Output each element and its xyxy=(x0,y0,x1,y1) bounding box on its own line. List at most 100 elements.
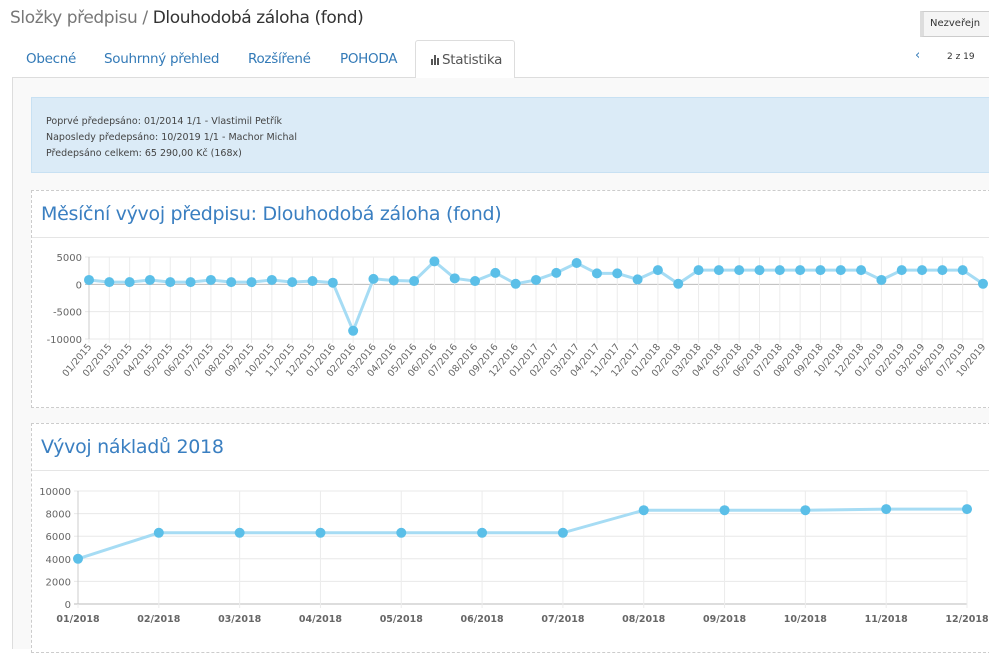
y-tick-label: -5000 xyxy=(53,308,82,319)
publish-toggle[interactable]: Nezveřejn xyxy=(920,11,989,37)
bar-chart-icon xyxy=(430,54,442,65)
tab-statistics[interactable]: Statistika xyxy=(415,40,516,79)
info-box: Poprvé předepsáno: 01/2014 1/1 - Vlastim… xyxy=(31,97,989,173)
data-point xyxy=(652,265,663,276)
series-line xyxy=(77,507,967,561)
data-point xyxy=(315,527,326,538)
data-point xyxy=(591,268,602,279)
data-point xyxy=(449,273,460,284)
costs-chart: 10000 8000 6000 4000 2000 0 01/2018 02/2018 03/2… xyxy=(39,487,989,625)
y-tick-label: 8000 xyxy=(46,510,71,521)
data-point xyxy=(612,268,623,279)
data-point xyxy=(962,504,972,515)
x-tick-label: 07/2018 xyxy=(541,614,585,625)
title-text: Dlouhodobá záloha (fond) xyxy=(152,8,364,28)
tab-extended[interactable]: Rozšířené xyxy=(248,51,311,67)
x-tick-label: 03/2018 xyxy=(218,614,262,625)
breadcrumb-link[interactable]: Složky předpisu / xyxy=(10,8,148,28)
data-point xyxy=(571,258,582,269)
x-tick-label: 02/2018 xyxy=(137,614,181,625)
tab-bar: Obecné Souhrnný přehled Rozšířené POHODA… xyxy=(12,40,989,79)
data-point xyxy=(246,277,257,288)
data-point xyxy=(713,265,724,276)
data-point xyxy=(153,527,164,538)
data-point xyxy=(557,527,568,538)
data-point xyxy=(287,277,298,288)
data-point xyxy=(388,275,399,286)
x-tick-label: 10/2018 xyxy=(784,614,828,625)
x-tick-label: 11/2018 xyxy=(865,614,909,625)
y-tick-label: 2000 xyxy=(46,577,71,588)
y-tick-label: 0 xyxy=(76,280,82,291)
data-point xyxy=(104,277,115,288)
data-point xyxy=(673,278,684,289)
data-point xyxy=(477,527,488,538)
data-point xyxy=(84,274,94,285)
data-point xyxy=(978,278,988,289)
data-point xyxy=(490,267,501,278)
data-point xyxy=(510,278,521,289)
costs-chart-panel: Vývoj nákladů 2018 10000 8000 6000 4000 2000… xyxy=(31,423,989,653)
data-point xyxy=(693,265,704,276)
y-tick-label: 6000 xyxy=(46,532,71,543)
data-point xyxy=(815,265,826,276)
data-point xyxy=(719,505,730,516)
y-tick-label: 5000 xyxy=(57,253,82,264)
x-tick-label: 01/2018 xyxy=(56,614,100,625)
x-tick-label: 09/2018 xyxy=(703,614,747,625)
data-point xyxy=(327,277,338,288)
data-point xyxy=(368,273,379,284)
data-point xyxy=(226,277,237,288)
data-point xyxy=(937,265,948,276)
data-point xyxy=(876,274,887,285)
last-prescribed: Naposledy předepsáno: 10/2019 1/1 - Mach… xyxy=(46,132,297,143)
x-tick-label: 08/2018 xyxy=(622,614,666,625)
data-point xyxy=(632,274,643,285)
data-point xyxy=(165,277,176,288)
data-point xyxy=(531,274,541,285)
statistics-content: Poprvé předepsáno: 01/2014 1/1 - Vlastim… xyxy=(12,78,989,653)
y-tick-label: 10000 xyxy=(39,487,71,498)
data-point xyxy=(144,274,155,285)
monthly-chart-panel: Měsíční vývoj předpisu: Dlouhodobá záloh… xyxy=(31,190,989,408)
data-point xyxy=(734,265,745,276)
total-prescribed: Předepsáno celkem: 65 290,00 Kč (168x) xyxy=(46,148,242,159)
data-point xyxy=(638,505,649,516)
y-tick-label: 0 xyxy=(65,600,71,611)
data-point xyxy=(856,265,867,276)
tab-pohoda[interactable]: POHODA xyxy=(340,51,398,67)
chart-title: Měsíční vývoj předpisu: Dlouhodobá záloh… xyxy=(41,203,502,225)
data-point xyxy=(185,277,196,288)
tab-general[interactable]: Obecné xyxy=(26,51,76,67)
tab-summary[interactable]: Souhrnný přehled xyxy=(104,51,220,67)
data-point xyxy=(917,265,928,276)
x-tick-label: 05/2018 xyxy=(380,614,424,625)
data-point xyxy=(396,527,407,538)
data-point xyxy=(409,276,420,287)
data-point xyxy=(348,325,359,336)
data-point xyxy=(124,277,135,288)
data-point xyxy=(234,527,245,538)
data-point xyxy=(73,553,83,564)
data-point xyxy=(774,265,785,276)
y-tick-label: -10000 xyxy=(47,335,82,346)
data-point xyxy=(551,267,562,278)
prev-chevron-icon[interactable]: ‹ xyxy=(915,48,921,63)
page-title: Složky předpisu / Dlouhodobá záloha (fon… xyxy=(10,8,364,28)
data-point xyxy=(429,256,440,267)
data-point xyxy=(881,504,892,515)
data-point xyxy=(307,276,318,287)
chart-title: Vývoj nákladů 2018 xyxy=(41,436,224,458)
x-tick-label: 06/2018 xyxy=(461,614,505,625)
data-point xyxy=(470,276,481,287)
first-prescribed: Poprvé předepsáno: 01/2014 1/1 - Vlastim… xyxy=(46,116,283,127)
monthly-chart: 50000-5000-1000001/201502/201503/201504/… xyxy=(47,253,989,379)
data-point xyxy=(896,265,907,276)
data-point xyxy=(205,274,216,285)
pager-text: 2 z 19 xyxy=(947,52,975,62)
data-point xyxy=(795,265,806,276)
x-tick-label: 12/2018 xyxy=(945,614,989,625)
data-point xyxy=(754,265,765,276)
y-tick-label: 4000 xyxy=(46,555,71,566)
data-point xyxy=(835,265,846,276)
